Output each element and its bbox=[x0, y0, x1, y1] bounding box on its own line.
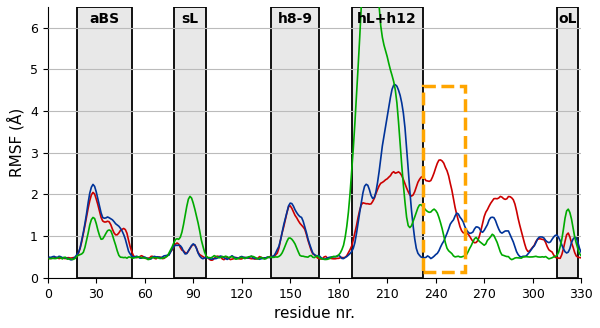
Bar bbox=[423, 86, 465, 272]
Text: oL: oL bbox=[558, 12, 577, 26]
Text: h8-9: h8-9 bbox=[278, 12, 313, 26]
Text: hL+h12: hL+h12 bbox=[358, 12, 417, 26]
Text: aBS: aBS bbox=[89, 12, 119, 26]
Bar bbox=[557, 7, 578, 278]
Bar bbox=[352, 7, 423, 278]
X-axis label: residue nr.: residue nr. bbox=[274, 306, 355, 321]
Bar bbox=[77, 7, 132, 278]
Y-axis label: RMSF (Å): RMSF (Å) bbox=[7, 108, 25, 177]
Bar bbox=[271, 7, 319, 278]
Bar bbox=[174, 7, 206, 278]
Text: sL: sL bbox=[181, 12, 199, 26]
